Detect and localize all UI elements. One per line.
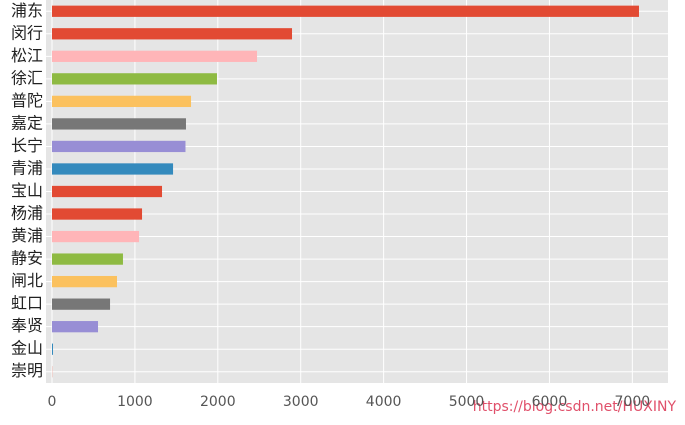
- y-tick-label: 奉贤: [11, 316, 43, 335]
- y-tick-label: 长宁: [11, 136, 43, 155]
- bar: [52, 28, 293, 40]
- bar: [52, 118, 186, 130]
- y-tick-label: 黄浦: [11, 226, 43, 245]
- y-tick-label: 金山: [11, 339, 43, 358]
- watermark: https://blog.csdn.net/HUXINY: [473, 399, 677, 415]
- bar: [52, 230, 140, 243]
- bar: [52, 50, 258, 62]
- x-tick-label: 5000: [449, 394, 485, 410]
- y-tick-label: 崇明: [11, 361, 43, 380]
- bars: [52, 5, 639, 378]
- y-tick-label: 闸北: [11, 271, 43, 290]
- y-tick-label: 静安: [11, 249, 43, 268]
- y-tick-label: 闵行: [11, 23, 43, 42]
- bar: [52, 275, 117, 288]
- x-tick-label: 7000: [615, 394, 651, 410]
- y-tick-label: 浦东: [11, 1, 43, 20]
- x-tick-label: 1000: [117, 394, 153, 410]
- bar: [52, 95, 192, 108]
- x-tick-label: 4000: [366, 394, 402, 410]
- x-tick-label: 3000: [283, 394, 319, 410]
- bar: [52, 163, 174, 175]
- bar: [52, 208, 143, 220]
- y-tick-label: 嘉定: [11, 113, 43, 132]
- y-tick-label: 徐汇: [11, 68, 43, 87]
- x-tick-label: 6000: [532, 394, 568, 410]
- y-tick-label: 杨浦: [11, 204, 43, 223]
- y-tick-label: 宝山: [11, 181, 43, 200]
- y-tick-label: 普陀: [11, 91, 43, 110]
- x-tick-label: 0: [48, 394, 57, 410]
- y-tick-label: 虹口: [11, 294, 43, 313]
- bar: [52, 73, 217, 85]
- bar: [52, 343, 53, 355]
- bar: [52, 298, 111, 310]
- bar: [52, 140, 186, 153]
- y-tick-label: 松江: [11, 46, 43, 65]
- y-tick-label: 青浦: [11, 158, 43, 177]
- x-tick-label: 2000: [200, 394, 236, 410]
- bar: [52, 185, 163, 198]
- bar: [52, 253, 123, 265]
- bar: [52, 5, 639, 17]
- bar: [52, 321, 99, 333]
